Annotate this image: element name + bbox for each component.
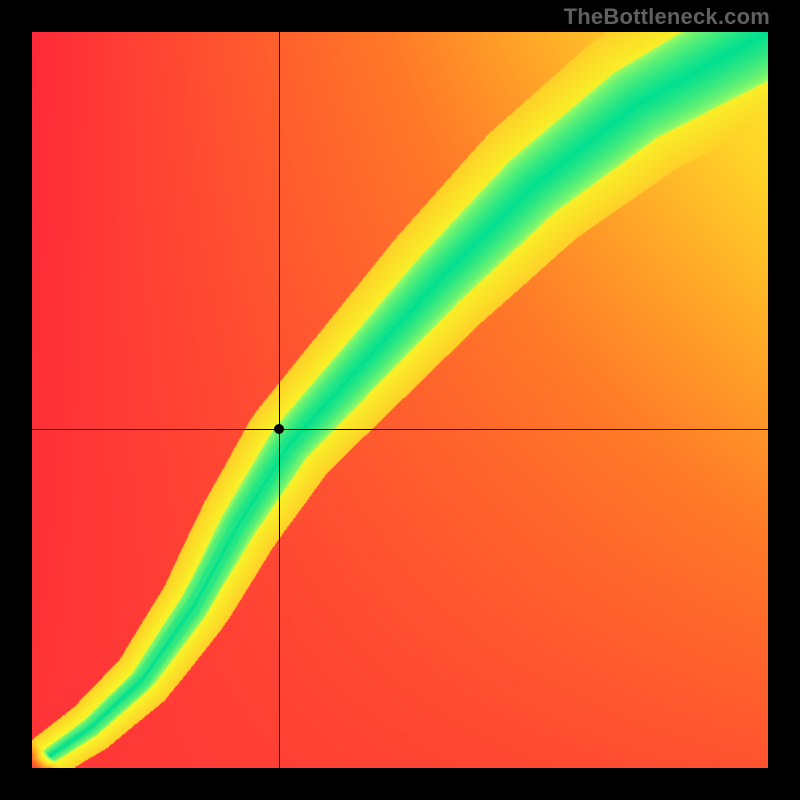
watermark-text: TheBottleneck.com <box>564 4 770 30</box>
crosshair-horizontal <box>32 429 768 430</box>
heatmap-canvas <box>32 32 768 768</box>
crosshair-vertical <box>279 32 280 768</box>
plot-area <box>32 32 768 768</box>
crosshair-marker <box>274 424 284 434</box>
chart-frame: TheBottleneck.com <box>0 0 800 800</box>
